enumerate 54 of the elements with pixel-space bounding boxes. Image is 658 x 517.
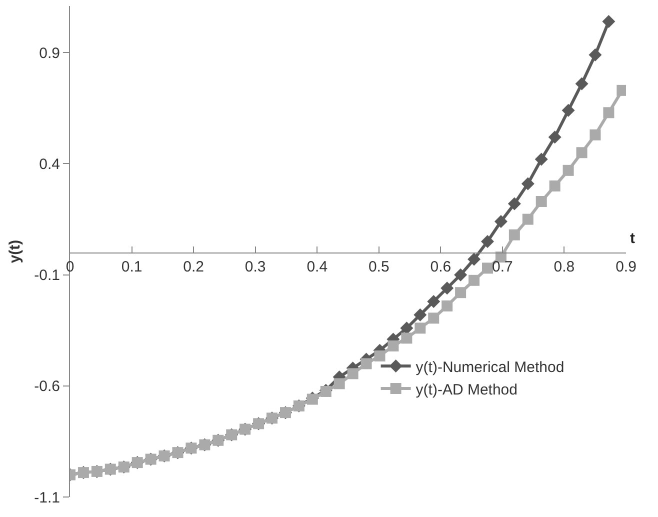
point <box>347 368 358 380</box>
point <box>549 180 560 192</box>
x-axis-title: t <box>630 230 635 247</box>
point <box>454 268 468 282</box>
y-tick-label: -0.6 <box>34 378 60 396</box>
legend-label: y(t)-AD Method <box>416 381 518 398</box>
x-tick-label: 0.4 <box>306 258 328 276</box>
point <box>548 130 562 144</box>
point <box>414 308 427 322</box>
point <box>414 322 426 334</box>
point <box>480 235 494 248</box>
point <box>602 15 616 28</box>
point <box>427 294 440 308</box>
y-tick-label: -0.1 <box>34 267 60 284</box>
point <box>482 262 493 274</box>
x-tick-label: 0.3 <box>244 258 266 276</box>
point <box>522 214 534 225</box>
y-tick-label: 0.4 <box>39 156 60 173</box>
point <box>442 300 453 312</box>
point <box>576 147 588 158</box>
x-tick-label: 0.7 <box>492 258 513 276</box>
x-tick-label: 0.6 <box>430 258 452 276</box>
point <box>534 152 548 166</box>
point <box>575 77 588 90</box>
x-tick-label: 0.1 <box>121 258 142 276</box>
point <box>388 340 399 352</box>
legend-label: y(t)-Numerical Method <box>416 358 564 376</box>
point <box>494 215 508 228</box>
x-tick-label: 0.9 <box>616 258 636 276</box>
point <box>590 129 601 140</box>
y-tick-label: 0.9 <box>39 44 60 62</box>
point <box>440 282 454 295</box>
point <box>508 197 521 210</box>
point <box>536 196 547 208</box>
point <box>603 107 614 118</box>
point <box>360 358 372 370</box>
y-axis-title: y(t) <box>6 240 24 264</box>
y-tick-label: -1.1 <box>34 489 60 506</box>
point <box>508 229 520 240</box>
point <box>374 350 386 362</box>
x-tick-label: 0.2 <box>183 258 204 276</box>
x-tick-label: 0.5 <box>368 258 390 276</box>
point <box>428 312 440 324</box>
point <box>588 48 602 62</box>
point <box>468 252 481 266</box>
point <box>562 164 574 176</box>
point <box>468 274 480 286</box>
point <box>455 287 466 298</box>
point <box>401 332 412 344</box>
point <box>400 322 414 335</box>
point <box>521 177 534 190</box>
point <box>334 378 345 390</box>
x-tick-label: 0.8 <box>554 258 575 276</box>
point <box>562 104 575 117</box>
